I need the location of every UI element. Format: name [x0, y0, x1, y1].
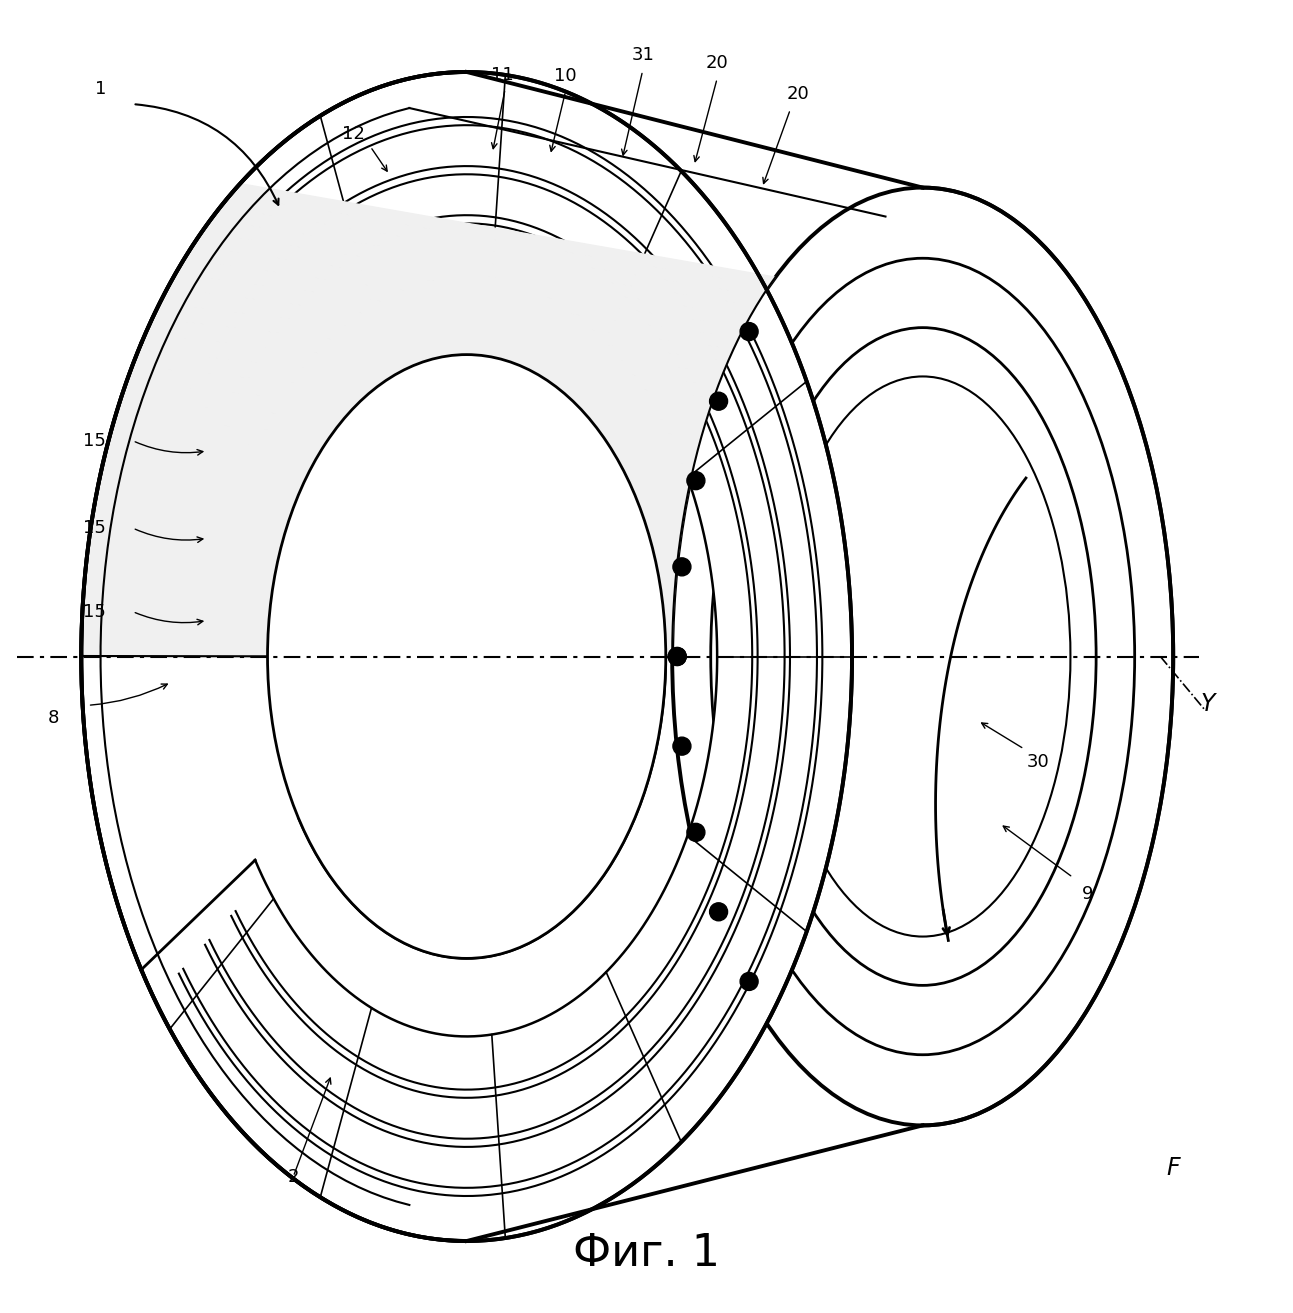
Polygon shape	[94, 488, 683, 536]
Circle shape	[687, 823, 705, 842]
Text: 8: 8	[48, 709, 58, 727]
Polygon shape	[153, 303, 723, 385]
Ellipse shape	[775, 377, 1071, 936]
Text: Фиг. 1: Фиг. 1	[573, 1233, 720, 1275]
Polygon shape	[106, 435, 690, 492]
Text: F: F	[1166, 1155, 1181, 1180]
Polygon shape	[81, 618, 672, 641]
Polygon shape	[87, 544, 678, 580]
Circle shape	[710, 393, 728, 410]
Ellipse shape	[711, 259, 1135, 1054]
Polygon shape	[97, 470, 685, 521]
Polygon shape	[168, 273, 733, 361]
Polygon shape	[120, 382, 701, 450]
Circle shape	[710, 903, 728, 920]
Circle shape	[672, 737, 690, 755]
Circle shape	[740, 973, 758, 990]
Text: 30: 30	[1027, 752, 1050, 771]
Circle shape	[687, 471, 705, 490]
Text: 20: 20	[706, 54, 728, 72]
Ellipse shape	[268, 355, 666, 958]
Circle shape	[672, 558, 690, 576]
Circle shape	[668, 647, 687, 666]
Polygon shape	[211, 207, 763, 306]
Text: 15: 15	[83, 519, 106, 537]
Polygon shape	[160, 288, 728, 373]
Circle shape	[740, 323, 758, 340]
Polygon shape	[138, 334, 714, 411]
Polygon shape	[83, 580, 675, 611]
Text: 15: 15	[83, 603, 106, 621]
Polygon shape	[176, 259, 740, 349]
Polygon shape	[81, 638, 672, 656]
Polygon shape	[220, 196, 769, 295]
Text: 10: 10	[555, 67, 577, 85]
Polygon shape	[184, 246, 745, 337]
Polygon shape	[230, 184, 776, 286]
Polygon shape	[132, 349, 710, 424]
Text: 9: 9	[1081, 885, 1093, 903]
Text: 1: 1	[94, 80, 106, 97]
Text: 11: 11	[491, 66, 515, 84]
Polygon shape	[193, 232, 750, 327]
Polygon shape	[115, 399, 698, 465]
Polygon shape	[202, 219, 756, 316]
Text: 12: 12	[343, 125, 365, 143]
Ellipse shape	[672, 188, 1173, 1125]
Polygon shape	[81, 600, 674, 626]
Polygon shape	[145, 318, 719, 398]
Polygon shape	[110, 416, 694, 478]
Polygon shape	[84, 562, 675, 596]
Text: Y: Y	[1201, 692, 1215, 716]
Polygon shape	[92, 507, 680, 550]
Ellipse shape	[749, 328, 1096, 985]
Text: 2: 2	[287, 1167, 299, 1186]
Polygon shape	[141, 72, 852, 1241]
Circle shape	[668, 647, 687, 666]
Text: 15: 15	[83, 432, 106, 449]
Text: 31: 31	[631, 46, 654, 64]
Polygon shape	[101, 452, 688, 507]
Text: 20: 20	[786, 85, 809, 102]
Polygon shape	[88, 525, 679, 566]
Polygon shape	[127, 366, 705, 437]
